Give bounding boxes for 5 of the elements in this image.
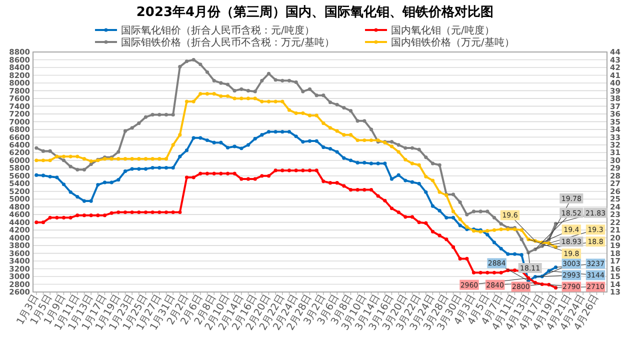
legend-label: 国内钼铁价格（万元/基吨） bbox=[391, 36, 514, 48]
legend-label: 国际钼铁价格（折合人民币不含税：万元/基吨） bbox=[121, 36, 334, 48]
legend-label: 国际氧化钼价（折合人民币含税：元/吨度） bbox=[121, 24, 314, 36]
chart-title: 2023年4月份（第三周）国内、国际氧化钼、钼铁价格对比图 bbox=[136, 5, 494, 20]
legend-label: 国内氧化钼（元/吨度） bbox=[391, 24, 494, 36]
